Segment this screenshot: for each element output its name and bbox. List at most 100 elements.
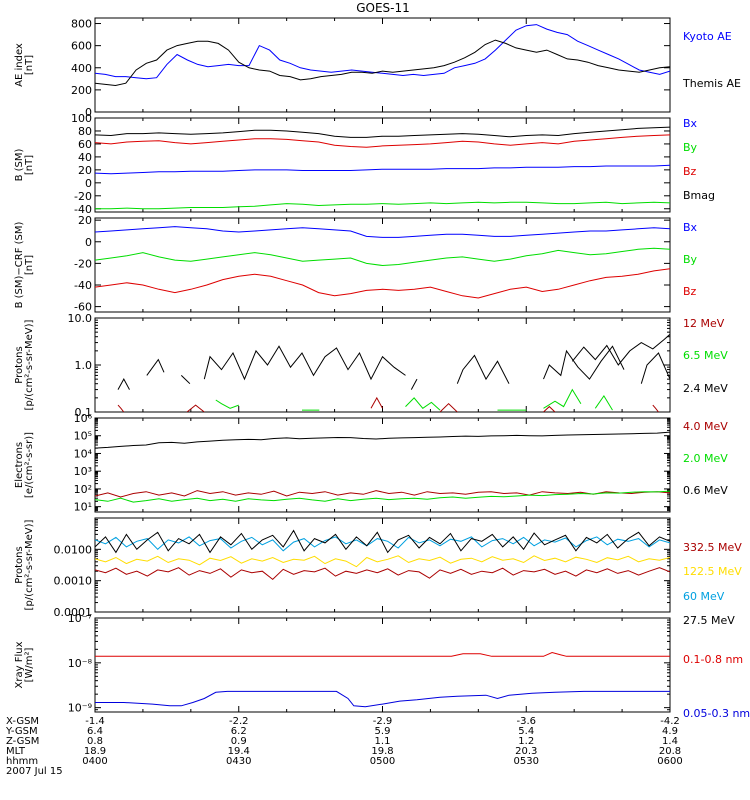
orbit-value: 0500 bbox=[370, 756, 395, 767]
y-axis-label: Protons bbox=[14, 546, 25, 583]
orbit-value: 0600 bbox=[657, 756, 682, 767]
orbit-row-label: Z-GSM bbox=[6, 736, 39, 747]
legend-entry: 332.5 MeV bbox=[683, 541, 742, 554]
y-tick-label: 10³ bbox=[74, 465, 92, 478]
y-tick-label: 10⁻⁷ bbox=[68, 612, 92, 625]
y-axis-label: [nT] bbox=[24, 255, 35, 275]
orbit-value: 1.2 bbox=[518, 736, 534, 747]
series-line-0-6-mev bbox=[95, 431, 670, 449]
legend-entry: 0.6 MeV bbox=[683, 484, 728, 497]
y-tick-label: 10² bbox=[74, 483, 92, 496]
legend-entry: 0.1-0.8 nm bbox=[683, 653, 743, 666]
series-line-bx bbox=[95, 164, 670, 175]
legend-entry: Bmag bbox=[683, 189, 715, 202]
orbit-date: 2007 Jul 15 bbox=[6, 766, 63, 777]
y-tick-label: 10⁻⁸ bbox=[68, 657, 93, 670]
orbit-value: 1.4 bbox=[662, 736, 678, 747]
legend-entry: 2.0 MeV bbox=[683, 452, 728, 465]
y-tick-label: 400 bbox=[71, 62, 92, 75]
y-tick-label: 10¹ bbox=[74, 501, 92, 514]
y-tick-label: 10⁵ bbox=[74, 430, 92, 443]
panel-6: 0.0001 0.0010 0.0100 Protons [p/(cm²-s-sr-Me… bbox=[14, 517, 742, 627]
y-axis-label: [p/(cm²-s-sr-MeV)] bbox=[24, 519, 35, 610]
legend-entry: Bx bbox=[683, 221, 698, 234]
orbit-value: 5.4 bbox=[518, 726, 534, 737]
series-group bbox=[95, 529, 670, 581]
orbit-value: -3.6 bbox=[516, 716, 536, 727]
legend-entry: By bbox=[683, 141, 698, 154]
series-line-by bbox=[95, 247, 670, 267]
panel-frame bbox=[94, 617, 671, 713]
panel-5: 10¹ 10² 10³ 10⁴ 10⁵ 10⁶ Electrons [e/(cm²-s-sr)… bbox=[14, 412, 728, 514]
y-tick-label: -20 bbox=[74, 190, 92, 203]
y-axis-label: B (SM)−CRF (SM) bbox=[14, 221, 25, 308]
legend-entry: 12 MeV bbox=[683, 317, 725, 330]
y-tick-label: 0 bbox=[85, 177, 92, 190]
orbit-value: 19.4 bbox=[228, 746, 250, 757]
series-line-0-1-0-8-nm bbox=[95, 651, 670, 657]
series-line-2-0-mev bbox=[95, 490, 670, 503]
series-group bbox=[95, 651, 670, 708]
orbit-value: 18.9 bbox=[84, 746, 106, 757]
orbit-value: -2.2 bbox=[229, 716, 249, 727]
series-line-2-4-mev bbox=[180, 375, 191, 385]
orbit-value: 1.1 bbox=[375, 736, 391, 747]
orbit-row-label: X-GSM bbox=[6, 716, 39, 727]
legend-entry: 2.4 MeV bbox=[683, 382, 728, 395]
legend-entry: Bz bbox=[683, 285, 697, 298]
series-line-12-mev bbox=[370, 396, 383, 409]
series-line-2-4-mev bbox=[117, 378, 130, 390]
panel-3: -60 -40 -20 0 20 B (SM)−CRF (SM) [nT] Bx By Bz bbox=[14, 214, 698, 313]
orbit-value: -1.4 bbox=[85, 716, 105, 727]
panel-1: 0 200 400 600 800 AE index [nT] Kyoto AE Themis … bbox=[14, 17, 741, 119]
series-line-6-5-mev bbox=[594, 394, 613, 411]
series-line-2-4-mev bbox=[456, 354, 510, 384]
y-axis-label: Electrons bbox=[14, 442, 25, 488]
legend-entry: 60 MeV bbox=[683, 590, 725, 603]
y-tick-label: 20 bbox=[78, 164, 92, 177]
legend-entry: Bx bbox=[683, 117, 698, 130]
series-line-2-4-mev bbox=[640, 352, 670, 384]
orbit-value: 0430 bbox=[226, 756, 251, 767]
series-line-2-4-mev bbox=[571, 333, 670, 366]
panel-frame bbox=[94, 317, 671, 413]
y-tick-label: 0 bbox=[85, 236, 92, 249]
y-tick-label: 100 bbox=[71, 112, 92, 125]
y-tick-label: 20 bbox=[78, 214, 92, 227]
series-line-bx bbox=[95, 226, 670, 238]
orbit-row-label: Y-GSM bbox=[5, 726, 38, 737]
series-line-2-4-mev bbox=[543, 345, 625, 380]
y-axis-label: Xray Flux bbox=[14, 641, 25, 688]
y-axis-label: [nT] bbox=[24, 55, 35, 75]
series-line-6-5-mev bbox=[543, 388, 582, 409]
series-group bbox=[95, 226, 670, 299]
panel-4: 0.1 1.0 10.0 Protons [p/(cm²-s-sr-MeV)] 12 Me… bbox=[14, 312, 728, 419]
y-tick-label: 200 bbox=[71, 84, 92, 97]
y-tick-label: 60 bbox=[78, 138, 92, 151]
legend-entry: 6.5 MeV bbox=[683, 349, 728, 362]
y-axis-label: B (SM) bbox=[14, 148, 25, 181]
y-tick-label: 40 bbox=[78, 151, 92, 164]
y-tick-label: 800 bbox=[71, 18, 92, 31]
legend-entry: By bbox=[683, 253, 698, 266]
series-line-332-5-mev bbox=[95, 567, 670, 581]
series-line-2-4-mev bbox=[410, 378, 418, 390]
series-line-12-mev bbox=[186, 404, 205, 412]
y-tick-label: 10⁻⁹ bbox=[68, 702, 92, 715]
y-tick-label: 0.0100 bbox=[54, 543, 93, 556]
orbit-value: 6.4 bbox=[87, 726, 103, 737]
series-line-by bbox=[95, 201, 670, 210]
series-group bbox=[95, 24, 670, 87]
series-line-6-5-mev bbox=[405, 397, 441, 411]
orbit-row-label: MLT bbox=[6, 746, 26, 757]
series-group bbox=[95, 126, 670, 210]
legend-entry: 27.5 MeV bbox=[683, 614, 735, 627]
series-line-4-0-mev bbox=[95, 490, 670, 498]
legend-entry: Themis AE bbox=[682, 77, 741, 90]
y-tick-label: 600 bbox=[71, 40, 92, 53]
series-line-2-4-mev bbox=[146, 358, 165, 376]
y-tick-label: 10.0 bbox=[68, 312, 93, 325]
